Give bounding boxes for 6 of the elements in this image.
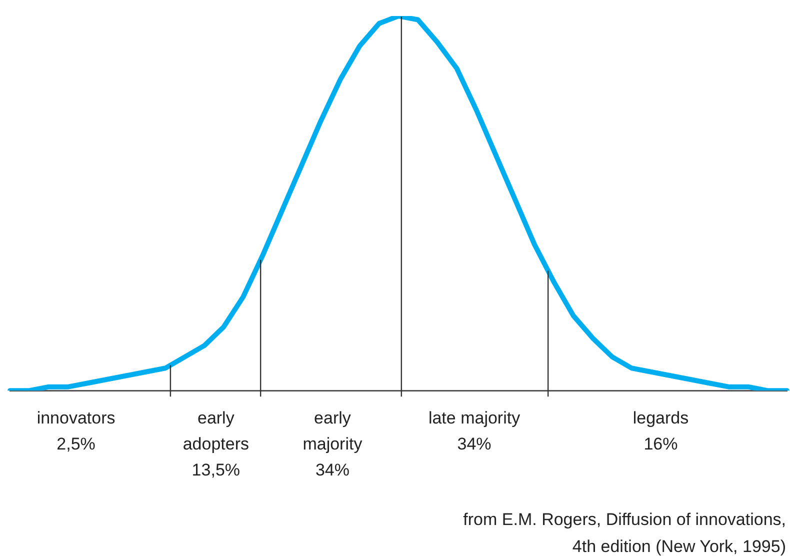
text: early majority 34% <box>302 408 363 480</box>
text: innovators 2,5% <box>36 408 116 454</box>
text: late majority 34% <box>428 408 521 454</box>
text: from E.M. Rogers, Diffusion of innovations, 4th edition (New York, 1995) <box>463 510 786 556</box>
text: early adopters 13,5% <box>182 408 249 480</box>
text: legards 16% <box>632 408 689 454</box>
